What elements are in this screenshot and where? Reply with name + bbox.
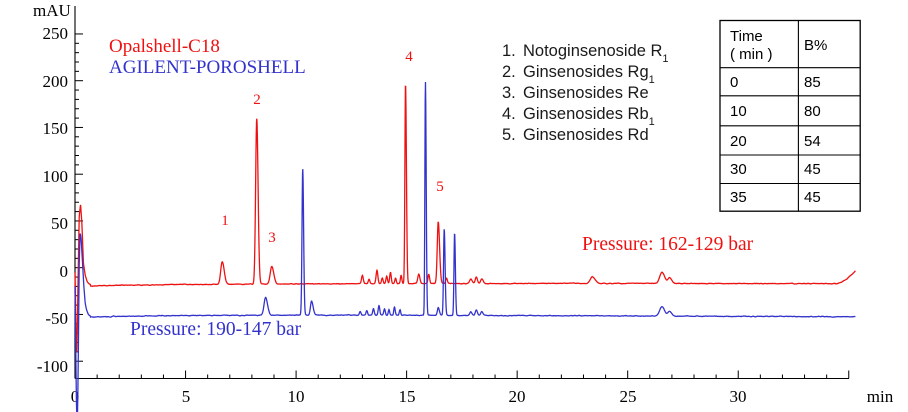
svg-text:5: 5	[182, 387, 191, 406]
svg-text:100: 100	[43, 167, 69, 186]
svg-text:AGILENT-POROSHELL: AGILENT-POROSHELL	[109, 57, 306, 78]
svg-text:3.Ginsenosides Re: 3. Ginsenosides Re	[502, 84, 649, 102]
svg-text:54: 54	[804, 133, 821, 150]
svg-text:4: 4	[405, 49, 413, 65]
svg-text:B%: B%	[804, 37, 827, 54]
svg-text:30: 30	[730, 387, 747, 406]
svg-text:1: 1	[221, 213, 229, 229]
svg-text:2: 2	[253, 92, 261, 108]
svg-text:5: 5	[436, 179, 444, 195]
svg-text:Opalshell-C18: Opalshell-C18	[109, 36, 220, 57]
svg-text:250: 250	[43, 24, 69, 43]
svg-text:200: 200	[43, 72, 69, 91]
svg-text:25: 25	[620, 387, 637, 406]
svg-text:80: 80	[804, 103, 821, 120]
svg-text:Pressure: 162-129 bar: Pressure: 162-129 bar	[582, 234, 754, 255]
svg-text:35: 35	[730, 189, 747, 206]
svg-text:45: 45	[804, 161, 821, 178]
svg-text:50: 50	[51, 214, 68, 233]
svg-text:30: 30	[730, 161, 747, 178]
svg-text:-50: -50	[45, 309, 68, 328]
svg-text:15: 15	[399, 387, 416, 406]
svg-text:10: 10	[288, 387, 305, 406]
svg-text:min: min	[867, 387, 894, 406]
svg-text:5.Ginsenosides Rd: 5. Ginsenosides Rd	[502, 126, 649, 144]
svg-text:20: 20	[730, 133, 747, 150]
svg-text:45: 45	[804, 189, 821, 206]
svg-text:0: 0	[730, 74, 738, 91]
svg-text:10: 10	[730, 103, 747, 120]
svg-text:( min ): ( min )	[730, 46, 773, 63]
svg-text:85: 85	[804, 74, 821, 91]
svg-text:Pressure: 190-147 bar: Pressure: 190-147 bar	[130, 319, 302, 340]
svg-text:20: 20	[509, 387, 526, 406]
svg-text:3: 3	[268, 230, 276, 246]
svg-text:Time: Time	[730, 28, 763, 45]
svg-text:mAU: mAU	[33, 1, 71, 20]
svg-text:0: 0	[60, 262, 69, 281]
svg-text:-100: -100	[37, 357, 68, 376]
svg-text:150: 150	[43, 119, 69, 138]
